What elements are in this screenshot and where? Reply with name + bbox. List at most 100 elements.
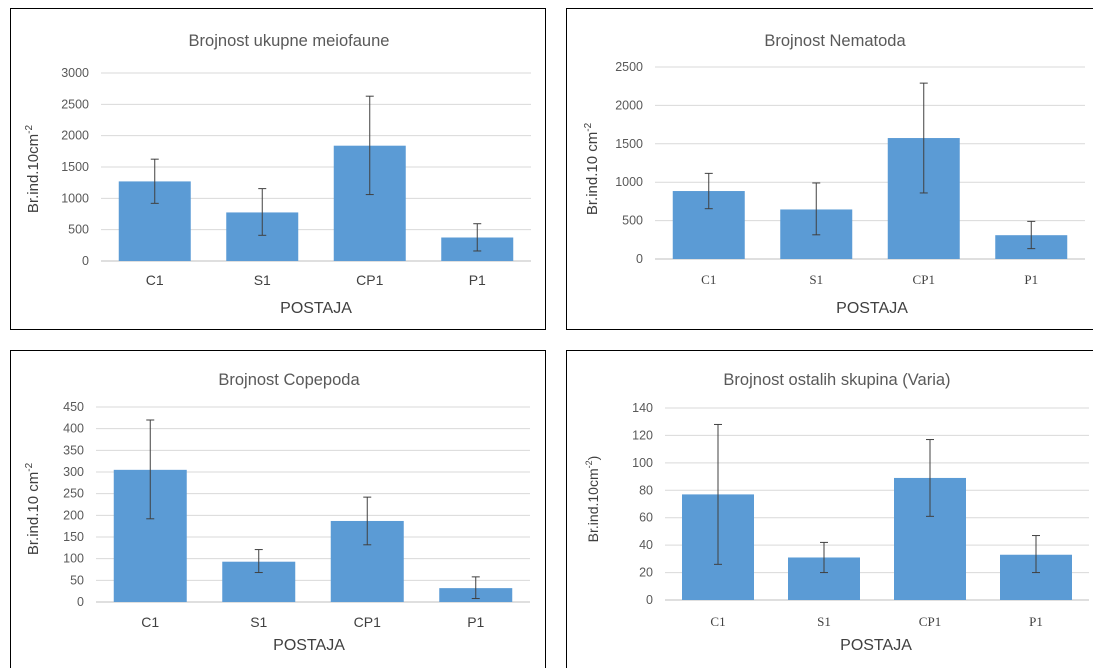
y-axis-label: Br.ind.10cm-2 <box>24 125 42 214</box>
y-axis-label-text: Br.ind.10 cm <box>584 132 601 215</box>
y-tick-label: 2500 <box>61 97 89 111</box>
y-tick-label: 2000 <box>61 129 89 143</box>
svg-text:Br.ind.10 cm-2: Br.ind.10 cm-2 <box>24 462 42 555</box>
chart-panel-varia: Brojnost ostalih skupina (Varia) Br.ind.… <box>566 350 1093 668</box>
x-tick-label: CP1 <box>354 614 381 630</box>
y-tick-label: 40 <box>639 538 653 552</box>
x-tick-label: S1 <box>250 614 267 630</box>
chart-nematoda: Brojnost Nematoda Br.ind.10 cm-2 POSTAJA… <box>583 32 1085 317</box>
x-tick-label: CP1 <box>919 614 941 629</box>
error-bar-cp1 <box>926 439 934 517</box>
y-axis-label-suffix: ) <box>585 456 601 461</box>
x-tick-label: S1 <box>254 272 271 288</box>
y-tick-label: 120 <box>632 428 653 442</box>
y-tick-label: 500 <box>622 214 643 228</box>
y-axis-label-superscript: -2 <box>24 462 35 471</box>
y-axis-label-superscript: -2 <box>584 460 594 468</box>
error-bar-p1 <box>473 223 482 252</box>
x-tick-label: P1 <box>467 614 484 630</box>
y-tick-label: 350 <box>63 443 84 457</box>
y-tick-label: 20 <box>639 566 653 580</box>
chart-panel-copepoda: Brojnost Copepoda Br.ind.10 cm-2 POSTAJA… <box>10 350 546 668</box>
error-bar-c1 <box>150 158 159 204</box>
x-tick-label: CP1 <box>913 272 935 287</box>
error-bar-s1 <box>258 188 267 236</box>
y-tick-label: 0 <box>82 254 89 268</box>
error-bar-s1 <box>812 182 821 236</box>
chart-title: Brojnost ukupne meiofaune <box>189 32 390 50</box>
y-tick-label: 450 <box>63 400 84 414</box>
plot-area: 0 50 100 150 200 250 300 350 400 450 C1 S1 CP1 P1 <box>63 400 530 630</box>
error-bar-cp1 <box>363 496 372 546</box>
y-tick-label: 0 <box>646 593 653 607</box>
error-bar-c1 <box>146 419 155 520</box>
y-axis-label: Br.ind.10cm-2) <box>584 456 601 543</box>
y-axis-label-text: Br.ind.10 cm <box>25 472 42 555</box>
x-tick-label: S1 <box>809 272 823 287</box>
x-tick-label: C1 <box>141 614 159 630</box>
error-bar-p1 <box>471 576 480 600</box>
y-tick-label: 1000 <box>615 175 643 189</box>
x-tick-label: P1 <box>469 272 486 288</box>
chart-title: Brojnost Copepoda <box>218 371 360 389</box>
y-tick-label: 2500 <box>615 60 643 74</box>
x-tick-label: C1 <box>701 272 716 287</box>
y-tick-label: 100 <box>632 456 653 470</box>
y-tick-label: 300 <box>63 465 84 479</box>
y-tick-label: 1500 <box>615 137 643 151</box>
plot-area: 0 500 1000 1500 2000 2500 C1 S1 CP1 P1 <box>615 60 1085 287</box>
y-tick-label: 80 <box>639 483 653 497</box>
svg-text:Br.ind.10cm-2: Br.ind.10cm-2 <box>24 125 42 214</box>
plot-area: 0 20 40 60 80 100 120 140 C1 S1 CP1 P1 <box>632 401 1089 629</box>
error-bar-s1 <box>820 541 828 574</box>
error-bar-s1 <box>254 549 263 574</box>
y-tick-label: 100 <box>63 552 84 566</box>
x-tick-label: P1 <box>1024 272 1038 287</box>
x-tick-label: C1 <box>146 272 164 288</box>
y-tick-label: 50 <box>70 573 84 587</box>
x-tick-label: P1 <box>1029 614 1043 629</box>
y-tick-label: 500 <box>68 223 89 237</box>
y-axis-label-superscript: -2 <box>583 122 594 131</box>
x-axis-label: POSTAJA <box>840 637 912 654</box>
x-tick-label: CP1 <box>356 272 383 288</box>
y-axis-label-superscript: -2 <box>24 125 35 134</box>
svg-text:Br.ind.10cm-2): Br.ind.10cm-2) <box>584 456 601 543</box>
y-tick-label: 0 <box>77 595 84 609</box>
chart-title: Brojnost ostalih skupina (Varia) <box>723 371 950 389</box>
chart-copepoda: Brojnost Copepoda Br.ind.10 cm-2 POSTAJA… <box>24 371 530 654</box>
error-bar-cp1 <box>365 95 374 196</box>
y-axis-label-text: Br.ind.10cm <box>25 134 42 213</box>
y-tick-label: 150 <box>63 530 84 544</box>
error-bar-c1 <box>714 423 722 565</box>
plot-area: 0 500 1000 1500 2000 2500 3000 C1 S1 CP1 P1 <box>61 66 531 288</box>
chart-title: Brojnost Nematoda <box>764 32 906 50</box>
error-bar-p1 <box>1032 535 1040 574</box>
y-axis-label: Br.ind.10 cm-2 <box>24 462 42 555</box>
y-tick-label: 0 <box>636 252 643 266</box>
y-tick-label: 140 <box>632 401 653 415</box>
x-axis-label: POSTAJA <box>280 300 352 317</box>
chart-panel-total-meiofauna: Brojnost ukupne meiofaune Br.ind.10cm-2 … <box>10 8 546 330</box>
x-axis-label: POSTAJA <box>836 300 908 317</box>
error-bar-c1 <box>704 172 713 210</box>
error-bar-cp1 <box>919 82 928 194</box>
svg-text:Br.ind.10 cm-2: Br.ind.10 cm-2 <box>583 122 601 215</box>
chart-panel-nematoda: Brojnost Nematoda Br.ind.10 cm-2 POSTAJA… <box>566 8 1093 330</box>
chart-total-meiofauna: Brojnost ukupne meiofaune Br.ind.10cm-2 … <box>24 32 531 317</box>
y-tick-label: 400 <box>63 422 84 436</box>
y-axis-label-text: Br.ind.10cm <box>585 468 601 542</box>
y-tick-label: 3000 <box>61 66 89 80</box>
x-axis-label: POSTAJA <box>273 637 345 654</box>
y-tick-label: 60 <box>639 511 653 525</box>
x-tick-label: C1 <box>710 614 725 629</box>
chart-varia: Brojnost ostalih skupina (Varia) Br.ind.… <box>584 371 1089 654</box>
y-tick-label: 1500 <box>61 160 89 174</box>
x-tick-label: S1 <box>817 614 831 629</box>
y-tick-label: 250 <box>63 487 84 501</box>
y-tick-label: 1000 <box>61 191 89 205</box>
y-axis-label: Br.ind.10 cm-2 <box>583 122 601 215</box>
error-bar-p1 <box>1027 220 1036 250</box>
y-tick-label: 200 <box>63 508 84 522</box>
y-tick-label: 2000 <box>615 98 643 112</box>
